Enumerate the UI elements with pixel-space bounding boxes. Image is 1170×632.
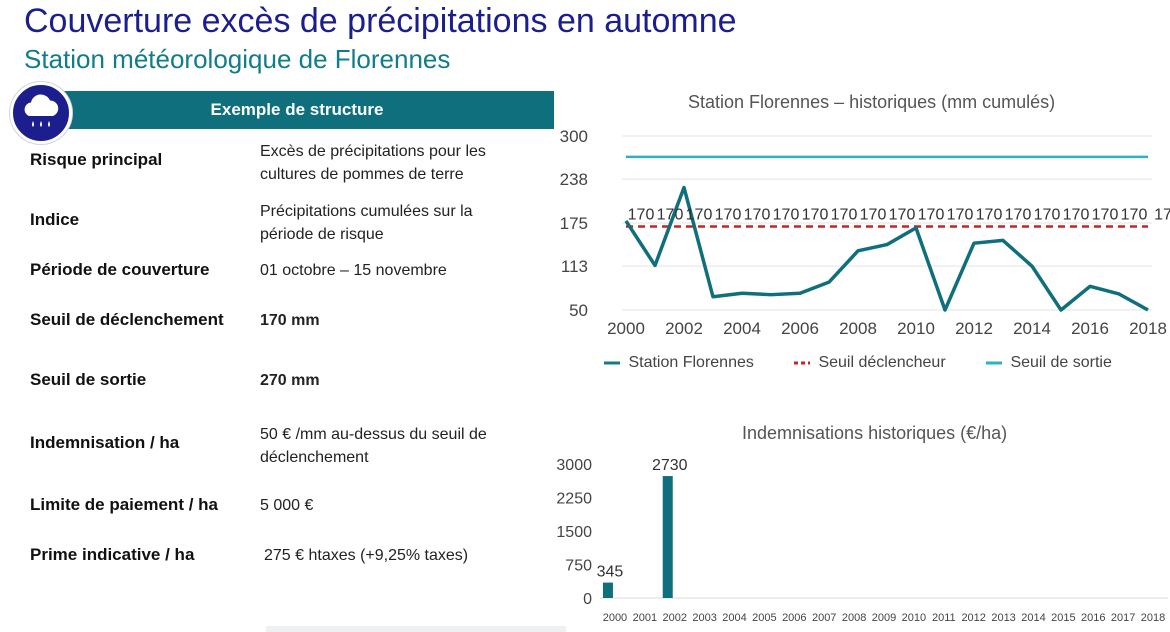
x-tick-label: 2003: [692, 612, 716, 624]
x-tick-label: 2008: [842, 612, 866, 624]
line-chart: 300 238 175 113 50 2000 2002 2004 2006 2008 2010 20…: [560, 127, 1170, 338]
bar-value-label: 345: [597, 564, 624, 581]
data-label: 170: [889, 206, 916, 223]
row-value: 01 octobre – 15 novembre: [260, 262, 447, 279]
x-tick-label: 2006: [782, 612, 806, 624]
data-label: 170: [628, 206, 655, 223]
y-tick-label: 50: [569, 301, 588, 320]
row-label: Indice: [30, 210, 80, 229]
legend-exit-label: Seuil de sortie: [1010, 354, 1112, 371]
data-label: 170: [715, 206, 742, 223]
x-tick-label: 2015: [1051, 612, 1075, 624]
legend-threshold-label: Seuil déclencheur: [818, 354, 946, 371]
x-tick-label: 2009: [872, 612, 896, 624]
y-tick-label: 2250: [556, 491, 592, 508]
line-chart-legend: Station Florennes Seuil déclencheur Seui…: [604, 354, 1164, 374]
x-tick-label: 2016: [1071, 319, 1109, 338]
data-label: 170: [1092, 206, 1119, 223]
row-value: 275 € htaxes (+9,25% taxes): [264, 547, 469, 564]
data-label: 170: [1005, 206, 1032, 223]
data-label: 170: [976, 206, 1003, 223]
data-label: 170: [773, 206, 800, 223]
x-tick-label: 2017: [1111, 612, 1135, 624]
row-value: 50 € /mm au-dessus du seuil de déclenche…: [260, 426, 487, 466]
row-label: Risque principal: [30, 150, 163, 169]
bar: [662, 476, 673, 598]
x-tick-label: 2010: [902, 612, 926, 624]
x-tick-label: 2014: [1013, 319, 1051, 338]
row-label: Période de couverture: [30, 260, 210, 279]
x-tick-label: 2018: [1129, 319, 1167, 338]
bar-chart: 3000 2250 1500 750 0 2000 345 2001 2002 2730 2003 2…: [556, 457, 1168, 624]
page-subtitle: Station météorologique de Florennes: [24, 44, 451, 74]
legend-station: Station Florennes: [604, 354, 754, 372]
row-label: Seuil de sortie: [30, 370, 147, 389]
x-tick-label: 2002: [662, 612, 686, 624]
data-label: 170: [657, 206, 684, 223]
x-tick-label: 2014: [1021, 612, 1045, 624]
legend-exit: Seuil de sortie: [986, 354, 1112, 372]
x-tick-label: 2004: [722, 612, 746, 624]
data-label: 170: [1121, 206, 1148, 223]
row-label: Seuil de déclenchement: [30, 310, 224, 329]
data-label: 170: [802, 206, 829, 223]
legend-threshold: Seuil déclencheur: [794, 354, 946, 372]
x-tick-label: 2000: [607, 319, 645, 338]
y-tick-label: 3000: [556, 457, 592, 474]
data-label: 17: [1154, 206, 1170, 223]
bar-chart-title: Indemnisations historiques (€/ha): [742, 423, 1008, 443]
row-value: 5 000 €: [260, 497, 314, 514]
x-tick-label: 2001: [633, 612, 657, 624]
y-tick-label: 175: [560, 214, 588, 233]
x-tick-label: 2008: [839, 319, 877, 338]
row-label: Indemnisation / ha: [30, 433, 180, 452]
row-label: Limite de paiement / ha: [30, 495, 218, 514]
footer-strip: [266, 626, 566, 632]
series-line-station: [624, 185, 1149, 312]
x-tick-label: 2010: [897, 319, 935, 338]
line-chart-title: Station Florennes – historiques (mm cumu…: [688, 92, 1056, 112]
x-tick-label: 2018: [1141, 612, 1165, 624]
x-tick-label: 2013: [991, 612, 1015, 624]
x-tick-label: 2007: [812, 612, 836, 624]
data-label: 170: [1034, 206, 1061, 223]
data-label: 170: [831, 206, 858, 223]
row-label: Prime indicative / ha: [30, 545, 195, 564]
bar-value-label: 2730: [652, 457, 688, 474]
data-label: 170: [744, 206, 771, 223]
data-label: 170: [860, 206, 887, 223]
x-tick-label: 2012: [955, 319, 993, 338]
y-tick-label: 300: [560, 127, 588, 146]
y-tick-label: 0: [583, 591, 592, 608]
y-tick-label: 113: [561, 257, 588, 276]
y-tick-label: 1500: [556, 524, 592, 541]
x-tick-label: 2011: [932, 612, 956, 624]
data-label: 170: [1063, 206, 1090, 223]
data-label: 170: [947, 206, 974, 223]
data-label: 170: [686, 206, 713, 223]
row-value: Excès de précipitations pour les culture…: [260, 143, 486, 183]
legend-station-label: Station Florennes: [628, 354, 754, 371]
y-tick-label: 750: [565, 558, 592, 575]
x-tick-label: 2012: [961, 612, 985, 624]
y-tick-label: 238: [560, 170, 588, 189]
structure-header: Exemple de structure: [40, 91, 554, 129]
bar: [602, 582, 613, 598]
x-tick-label: 2002: [665, 319, 703, 338]
x-tick-label: 2004: [723, 319, 761, 338]
x-tick-label: 2016: [1081, 612, 1105, 624]
row-value: Précipitations cumulées sur la période d…: [260, 203, 473, 243]
row-value: 270 mm: [260, 372, 320, 389]
row-value: 170 mm: [260, 312, 320, 329]
x-tick-label: 2005: [752, 612, 776, 624]
x-tick-label: 2000: [603, 612, 627, 624]
page-title: Couverture excès de précipitations en au…: [24, 2, 737, 40]
rain-cloud-icon: [10, 82, 72, 144]
x-tick-label: 2006: [781, 319, 819, 338]
data-label: 170: [918, 206, 945, 223]
